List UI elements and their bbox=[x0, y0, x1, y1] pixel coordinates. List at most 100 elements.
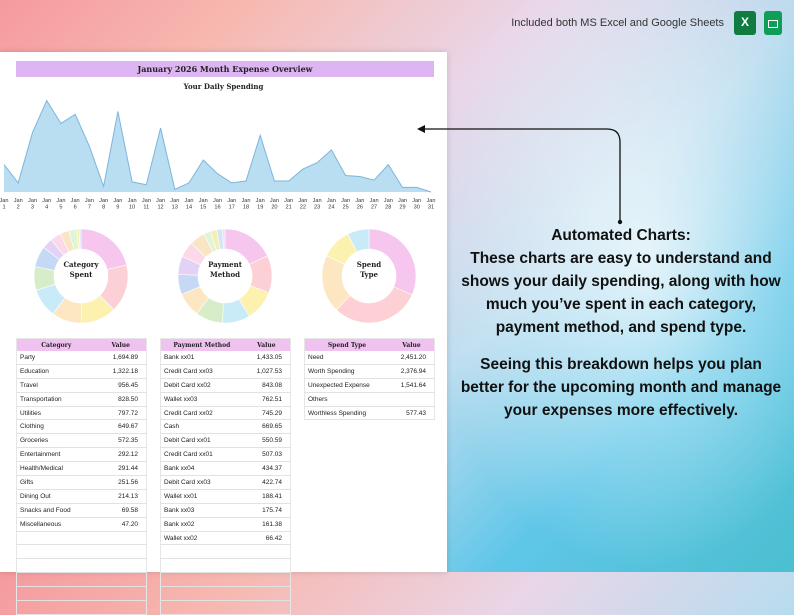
x-tick-label: Jan 1 bbox=[0, 198, 9, 211]
label-cell: Clothing bbox=[16, 419, 96, 435]
callout-arrow bbox=[417, 125, 623, 225]
label-cell: Bank xx03 bbox=[160, 503, 243, 518]
table-row: Dining Out 214.13 bbox=[16, 489, 147, 504]
label-cell: Dining Out bbox=[16, 489, 96, 504]
x-tick-label: Jan 23 bbox=[313, 198, 322, 211]
x-tick-label: Jan 31 bbox=[426, 198, 435, 211]
label-cell: Gifts bbox=[16, 475, 96, 490]
label-cell: Debit Card xx02 bbox=[160, 378, 243, 393]
label-cell: Unexpected Expense bbox=[304, 378, 389, 393]
value-cell: 956.45 bbox=[95, 378, 147, 393]
x-tick-label: Jan 4 bbox=[42, 198, 51, 211]
label-cell: Worth Spending bbox=[304, 364, 389, 379]
table-header: Value bbox=[242, 338, 291, 351]
x-tick-label: Jan 21 bbox=[284, 198, 293, 211]
donut-center-label: Payment bbox=[208, 260, 242, 269]
label-cell: Cash bbox=[160, 419, 243, 435]
x-tick-label: Jan 20 bbox=[270, 198, 279, 211]
table-row: Bank xx02 161.38 bbox=[160, 517, 291, 532]
value-cell: 669.65 bbox=[242, 419, 291, 435]
table-row: Need 2,451.20 bbox=[304, 351, 435, 365]
x-tick-label: Jan 5 bbox=[56, 198, 65, 211]
value-cell: 251.56 bbox=[95, 475, 147, 490]
table-row: Cash 669.65 bbox=[160, 419, 291, 435]
label-cell: Worthless Spending bbox=[304, 406, 389, 421]
value-cell: 1,694.89 bbox=[95, 351, 147, 365]
label-cell bbox=[16, 572, 96, 588]
table-row: Transportation 828.50 bbox=[16, 392, 147, 407]
background-glow bbox=[420, 0, 794, 572]
label-cell: Debit Card xx01 bbox=[160, 433, 243, 449]
payment-donut: Payment Method bbox=[177, 228, 273, 324]
table-row: Bank xx04 434.37 bbox=[160, 461, 291, 477]
label-cell: Credit Card xx02 bbox=[160, 406, 243, 421]
category-donut: Category Spent bbox=[33, 228, 129, 324]
x-tick-label: Jan 7 bbox=[85, 198, 94, 211]
value-cell bbox=[95, 531, 147, 546]
label-cell bbox=[16, 586, 96, 602]
label-cell: Travel bbox=[16, 378, 96, 393]
pie-slice bbox=[78, 228, 82, 250]
x-tick-label: Jan 8 bbox=[99, 198, 108, 211]
label-cell: Credit Card xx03 bbox=[160, 364, 243, 379]
label-cell: Wallet xx03 bbox=[160, 392, 243, 407]
table-row bbox=[160, 600, 291, 615]
spreadsheet-preview: January 2026 Month Expense Overview Your… bbox=[0, 52, 447, 615]
label-cell bbox=[16, 531, 96, 546]
label-cell bbox=[160, 572, 243, 588]
label-cell bbox=[160, 544, 243, 560]
value-cell: 828.50 bbox=[95, 392, 147, 407]
table-row: Unexpected Expense 1,541.64 bbox=[304, 378, 435, 393]
x-tick-label: Jan 9 bbox=[113, 198, 122, 211]
table-row: Clothing 649.67 bbox=[16, 419, 147, 435]
table-header: Category bbox=[16, 338, 96, 351]
label-cell: Bank xx01 bbox=[160, 351, 243, 365]
value-cell bbox=[95, 544, 147, 560]
x-tick-label: Jan 10 bbox=[128, 198, 137, 211]
table-row: Gifts 251.56 bbox=[16, 475, 147, 490]
value-cell: 2,376.94 bbox=[388, 364, 435, 379]
value-cell bbox=[95, 572, 147, 588]
donut-center-label: Category bbox=[63, 260, 99, 269]
value-cell: 745.29 bbox=[242, 406, 291, 421]
label-cell bbox=[16, 600, 96, 615]
value-cell: 649.67 bbox=[95, 419, 147, 435]
label-cell bbox=[160, 600, 243, 615]
label-cell: Entertainment bbox=[16, 447, 96, 463]
spend-type-donut: Spend Type bbox=[321, 228, 417, 324]
x-tick-label: Jan 13 bbox=[170, 198, 179, 211]
label-cell: Utilities bbox=[16, 406, 96, 421]
sheet-title: January 2026 Month Expense Overview bbox=[16, 61, 434, 77]
value-cell: 1,541.64 bbox=[388, 378, 435, 393]
value-cell: 1,433.05 bbox=[242, 351, 291, 365]
pie-slice bbox=[347, 228, 370, 253]
excel-icon bbox=[734, 11, 756, 35]
table-row: Wallet xx03 762.51 bbox=[160, 392, 291, 407]
x-tick-label: Jan 28 bbox=[384, 198, 393, 211]
table-row: Credit Card xx03 1,027.53 bbox=[160, 364, 291, 379]
label-cell: Groceries bbox=[16, 433, 96, 449]
x-tick-label: Jan 19 bbox=[256, 198, 265, 211]
donut-center-label: Type bbox=[360, 270, 378, 279]
label-cell bbox=[160, 586, 243, 602]
value-cell: 47.20 bbox=[95, 517, 147, 532]
compatibility-note: Included both MS Excel and Google Sheets bbox=[511, 17, 724, 29]
callout-line: shows your daily spending, along with ho… bbox=[461, 273, 781, 290]
value-cell: 2,451.20 bbox=[388, 351, 435, 365]
label-cell: Education bbox=[16, 364, 96, 379]
x-tick-label: Jan 17 bbox=[227, 198, 236, 211]
value-cell bbox=[242, 600, 291, 615]
table-row: Utilities 797.72 bbox=[16, 406, 147, 421]
table-row bbox=[160, 572, 291, 588]
table-row bbox=[16, 544, 147, 560]
value-cell: 291.44 bbox=[95, 461, 147, 477]
table-header: Spend Type bbox=[304, 338, 389, 351]
callout-line: payment method, and spend type. bbox=[495, 319, 747, 336]
value-cell: 434.37 bbox=[242, 461, 291, 477]
daily-chart-title: Your Daily Spending bbox=[183, 82, 264, 91]
value-cell: 550.59 bbox=[242, 433, 291, 449]
table-row: Party 1,694.89 bbox=[16, 351, 147, 365]
table-header: Value bbox=[388, 338, 435, 351]
table-row: Bank xx01 1,433.05 bbox=[160, 351, 291, 365]
x-tick-label: Jan 2 bbox=[14, 198, 23, 211]
